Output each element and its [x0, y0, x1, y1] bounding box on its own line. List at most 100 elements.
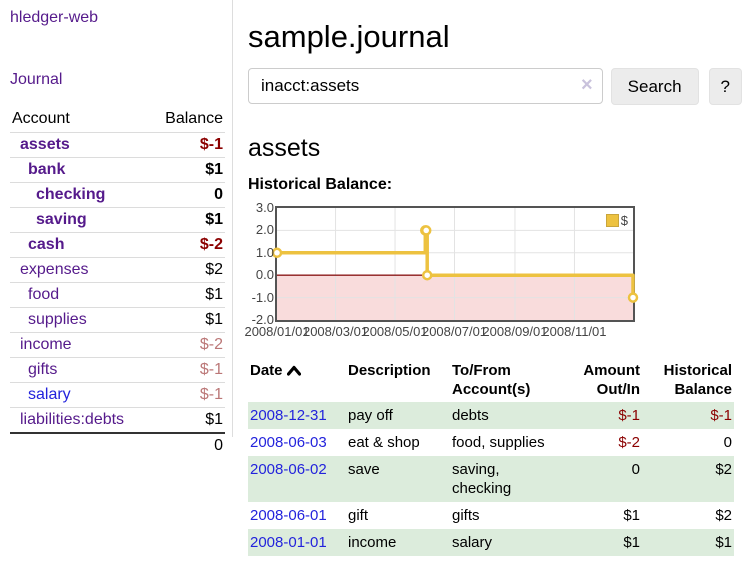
sidebar-account-link[interactable]: saving	[36, 211, 87, 228]
register-amount: $1	[623, 507, 640, 524]
account-row: gifts $-1	[10, 357, 225, 383]
register-balance: $1	[715, 534, 732, 551]
register-date-link[interactable]: 2008-06-03	[250, 434, 327, 451]
register-date-link[interactable]: 2008-06-01	[250, 507, 327, 524]
x-tick-label: 2008/11/01	[542, 324, 607, 339]
x-tick-label: 2008/05/01	[362, 324, 428, 339]
register-description: pay off	[348, 407, 393, 424]
sort-ascending-icon	[286, 365, 301, 376]
account-balance: $-1	[150, 382, 225, 408]
column-header-description: Description	[348, 362, 431, 379]
search-form: × Search ?	[248, 68, 742, 105]
search-box: ×	[248, 68, 603, 104]
sidebar-account-link[interactable]: checking	[36, 186, 106, 203]
chart-heading: Historical Balance:	[248, 176, 393, 193]
y-tick-label: 2.0	[255, 222, 274, 238]
register-row: 2008-06-01 gift gifts $1 $2	[248, 502, 734, 529]
register-accounts: debts	[452, 407, 489, 424]
register-description: gift	[348, 507, 369, 524]
register-row: 2008-06-03 eat & shop food, supplies $-2 0	[248, 429, 734, 456]
account-row: assets $-1	[10, 132, 225, 158]
search-help-button[interactable]: ?	[708, 68, 742, 105]
sidebar-account-link[interactable]: assets	[20, 136, 70, 153]
account-page-title: assets	[248, 133, 321, 162]
search-input[interactable]	[248, 68, 603, 104]
clear-search-icon[interactable]: ×	[580, 74, 593, 96]
register-accounts: saving, checking	[452, 461, 512, 497]
account-balance: $1	[150, 307, 225, 333]
account-balance: $-1	[150, 132, 225, 158]
accounts-total-balance: 0	[150, 432, 225, 458]
account-row: liabilities:debts $1	[10, 407, 225, 433]
accounts-total-row: 0	[10, 432, 225, 458]
search-button[interactable]: Search	[610, 68, 699, 105]
register-table: Date Description To/From Account(s) Amou…	[248, 358, 734, 556]
y-tick-label: 3.0	[255, 200, 274, 215]
account-balance: $-2	[150, 232, 225, 258]
sidebar-account-link[interactable]: salary	[28, 386, 71, 403]
account-row: income $-2	[10, 332, 225, 358]
legend-label: $	[620, 213, 628, 228]
sidebar-account-link[interactable]: expenses	[20, 261, 89, 278]
account-row: bank $1	[10, 157, 225, 183]
account-balance: 0	[150, 182, 225, 208]
column-header-balance: Historical Balance	[663, 362, 732, 398]
app-title-link[interactable]: hledger-web	[10, 9, 99, 26]
y-tick-label: -2.0	[251, 312, 274, 327]
register-row: 2008-12-31 pay off debts $-1 $-1	[248, 402, 734, 429]
register-row: 2008-01-01 income salary $1 $1	[248, 529, 734, 556]
column-header-date[interactable]: Date	[248, 358, 346, 402]
register-header-row: Date Description To/From Account(s) Amou…	[248, 358, 734, 402]
sidebar-account-link[interactable]: bank	[28, 161, 66, 178]
register-accounts: food, supplies	[452, 434, 545, 451]
register-balance: $2	[715, 461, 732, 478]
y-tick-label: -1.0	[251, 289, 274, 305]
historical-balance-chart: $	[271, 206, 639, 322]
sidebar-account-link[interactable]: income	[20, 336, 72, 353]
register-date-link[interactable]: 2008-01-01	[250, 534, 327, 551]
register-row: 2008-06-02 save saving, checking 0 $2	[248, 456, 734, 502]
sidebar: hledger-web Journal Account Balance asse…	[0, 0, 228, 458]
sidebar-account-link[interactable]: liabilities:debts	[20, 411, 125, 428]
sidebar-divider	[232, 0, 233, 437]
x-tick-label: 2008/07/01	[421, 324, 488, 339]
register-amount: $1	[623, 534, 640, 551]
register-description: eat & shop	[348, 434, 420, 451]
chart-legend: $	[605, 213, 628, 228]
register-description: income	[348, 534, 397, 551]
sidebar-account-link[interactable]: food	[28, 286, 60, 303]
register-amount: $-2	[618, 434, 640, 451]
accounts-header-row: Account Balance	[10, 108, 225, 133]
column-header-accounts: To/From Account(s)	[452, 362, 531, 398]
account-balance: $1	[150, 157, 225, 183]
register-balance: $-1	[710, 407, 732, 424]
balance-chart-svg	[271, 208, 639, 320]
account-balance: $-2	[150, 332, 225, 358]
register-accounts: gifts	[452, 507, 480, 524]
x-tick-label: 2008/01/01	[244, 324, 310, 339]
sidebar-account-link[interactable]: supplies	[28, 311, 87, 328]
register-description: save	[348, 461, 380, 478]
account-row: food $1	[10, 282, 225, 308]
account-row: cash $-2	[10, 232, 225, 258]
sidebar-account-link[interactable]: gifts	[28, 361, 58, 378]
sidebar-account-link[interactable]: cash	[28, 236, 65, 253]
register-amount: $-1	[618, 407, 640, 424]
page-title: sample.journal	[248, 18, 450, 54]
register-balance: 0	[723, 434, 732, 451]
y-tick-label: 1.0	[255, 244, 274, 260]
account-row: supplies $1	[10, 307, 225, 333]
accounts-table: Account Balance assets $-1 bank $1 checking 0…	[10, 108, 225, 458]
main-content: sample.journal × Search ? assets Histori…	[244, 0, 742, 582]
account-balance: $1	[150, 282, 225, 308]
y-tick-label: 0.0	[255, 267, 274, 283]
account-balance: $1	[150, 407, 225, 433]
register-balance: $2	[715, 507, 732, 524]
accounts-header-account: Account	[12, 110, 70, 127]
sidebar-item-journal[interactable]: Journal	[10, 71, 63, 88]
column-header-amount: Amount Out/In	[583, 362, 640, 398]
register-date-link[interactable]: 2008-12-31	[250, 407, 327, 424]
register-date-link[interactable]: 2008-06-02	[250, 461, 327, 478]
account-row: salary $-1	[10, 382, 225, 408]
